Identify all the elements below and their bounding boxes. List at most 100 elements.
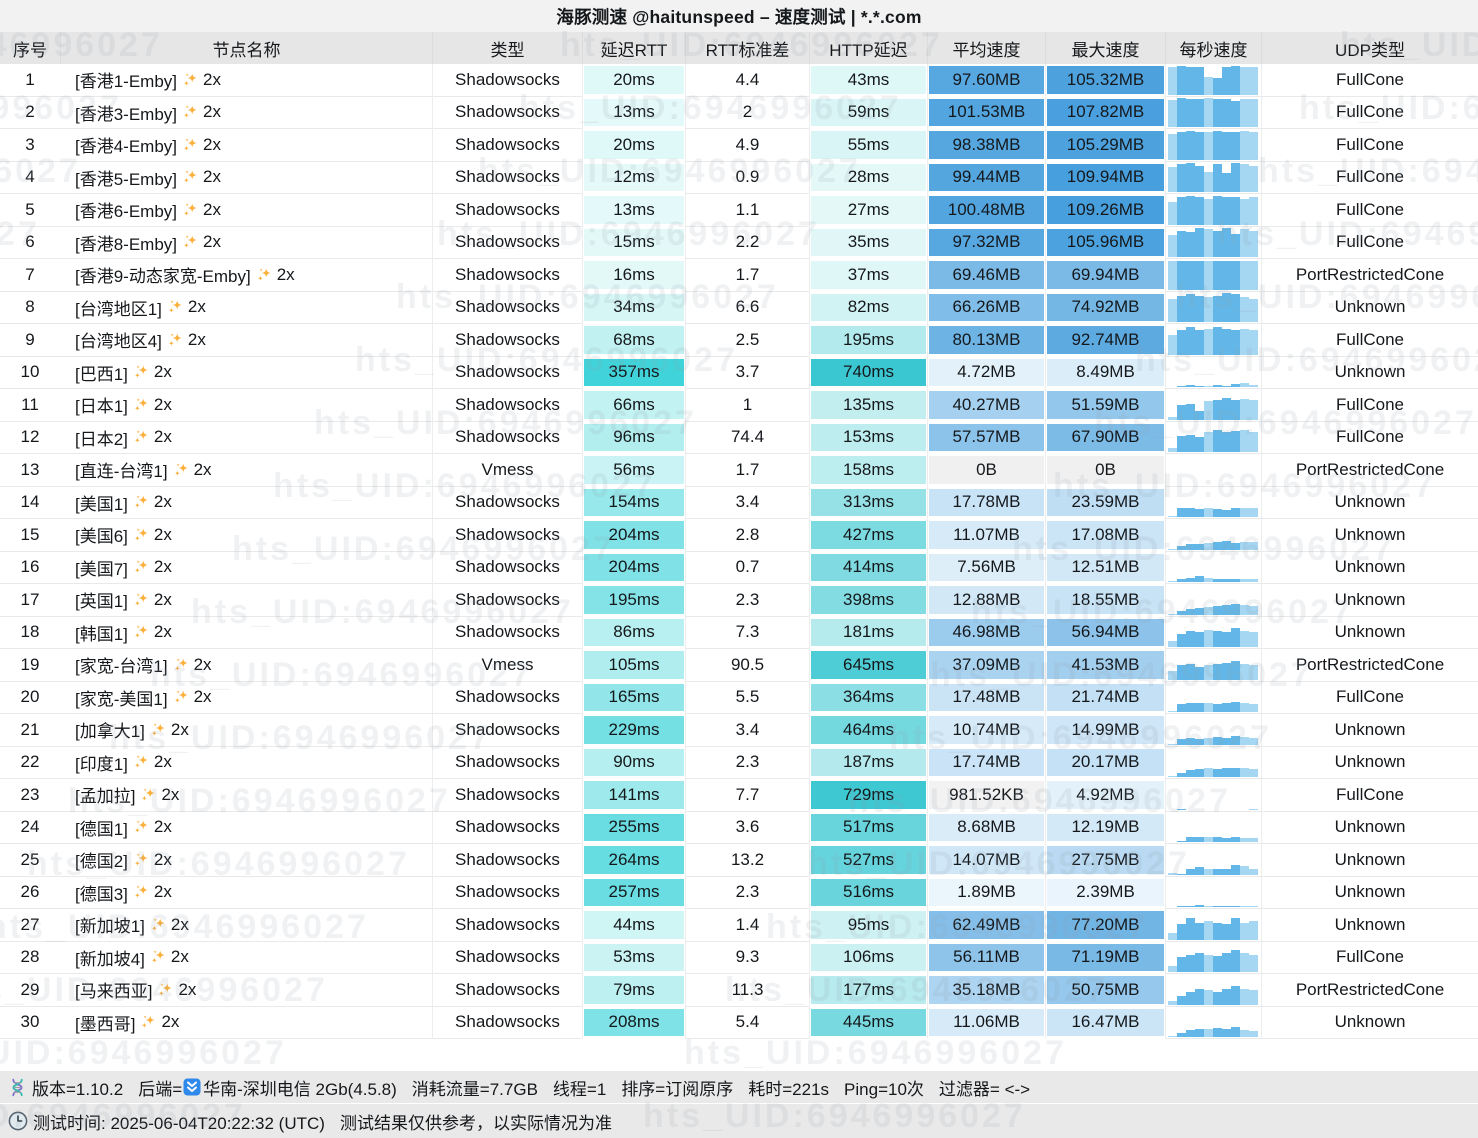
- udp-nat-type: FullCone: [1261, 161, 1478, 194]
- node-name: [孟加拉] 2x: [60, 779, 432, 812]
- rtt-stddev: 1.1: [685, 194, 809, 227]
- max-speed: 12.51MB: [1045, 551, 1165, 584]
- table-row: 19 [家宽-台湾1] 2x Vmess 105ms 90.5 645ms 37.09MB 41…: [0, 649, 1478, 682]
- udp-nat-type: FullCone: [1261, 96, 1478, 129]
- row-index: 14: [0, 487, 60, 519]
- avg-speed: 17.78MB: [927, 486, 1045, 519]
- node-name: [德国2] 2x: [60, 844, 432, 877]
- avg-speed: 4.72MB: [927, 356, 1045, 389]
- row-index: 29: [0, 974, 60, 1007]
- sparkles-icon: [133, 754, 149, 770]
- rtt-stddev: 5.4: [685, 1006, 809, 1039]
- rtt-latency: 154ms: [582, 486, 685, 519]
- table-row: 13 [直连-台湾1] 2x Vmess 56ms 1.7 158ms 0B 0B PortRes…: [0, 454, 1478, 487]
- node-name: [英国1] 2x: [60, 584, 432, 617]
- sparkles-icon: [157, 982, 173, 998]
- speed-sparkline-chart: [1165, 779, 1261, 812]
- table-row: 14 [美国1] 2x Shadowsocks 154ms 3.4 313ms 17.78MB…: [0, 486, 1478, 519]
- footer-version: 版本=1.10.2: [32, 1079, 124, 1099]
- speed-sparkline-chart: [1165, 941, 1261, 974]
- rtt-stddev: 2.3: [685, 876, 809, 909]
- avg-speed: 56.11MB: [927, 941, 1045, 974]
- avg-speed: 11.06MB: [927, 1006, 1045, 1039]
- speed-sparkline-chart: [1165, 259, 1261, 292]
- sparkles-icon: [133, 852, 149, 868]
- max-speed: 109.94MB: [1045, 161, 1165, 194]
- avg-speed: 97.60MB: [927, 64, 1045, 97]
- max-speed: 14.99MB: [1045, 714, 1165, 747]
- rtt-stddev: 74.4: [685, 421, 809, 454]
- avg-speed: 46.98MB: [927, 616, 1045, 649]
- max-speed: 23.59MB: [1045, 486, 1165, 519]
- protocol-type: Shadowsocks: [432, 1006, 582, 1039]
- max-speed: 71.19MB: [1045, 941, 1165, 974]
- row-index: 24: [0, 812, 60, 844]
- dna-icon: [8, 1078, 27, 1097]
- speed-sparkline-chart: [1165, 454, 1261, 487]
- avg-speed: 7.56MB: [927, 551, 1045, 584]
- node-name: [新加坡4] 2x: [60, 942, 432, 974]
- rtt-latency: 165ms: [582, 681, 685, 714]
- rtt-stddev: 1: [685, 389, 809, 422]
- row-index: 13: [0, 454, 60, 487]
- udp-nat-type: FullCone: [1261, 681, 1478, 714]
- avg-speed: 98.38MB: [927, 129, 1045, 162]
- max-speed: 21.74MB: [1045, 681, 1165, 714]
- http-latency: 398ms: [809, 584, 927, 617]
- rtt-latency: 13ms: [582, 194, 685, 227]
- column-header-rtt-std: RTT标准差: [685, 32, 809, 64]
- speed-sparkline-chart: [1165, 129, 1261, 162]
- footer-disclaimer: 测试结果仅供参考，以实际情况为准: [339, 1113, 612, 1133]
- max-speed: 12.19MB: [1045, 811, 1165, 844]
- protocol-type: Shadowsocks: [432, 519, 582, 552]
- table-row: 2 [香港3-Emby] 2x Shadowsocks 13ms 2 59ms 101.53M…: [0, 96, 1478, 129]
- udp-nat-type: PortRestrictedCone: [1261, 649, 1478, 682]
- sparkles-icon: [173, 689, 189, 705]
- rtt-stddev: 0.7: [685, 551, 809, 584]
- sparkles-icon: [173, 462, 189, 478]
- rtt-latency: 66ms: [582, 389, 685, 422]
- protocol-type: Shadowsocks: [432, 161, 582, 194]
- row-index: 20: [0, 682, 60, 714]
- row-index: 3: [0, 129, 60, 162]
- http-latency: 35ms: [809, 226, 927, 259]
- footer-backend-label: 后端=: [138, 1079, 183, 1099]
- sparkles-icon: [256, 267, 272, 283]
- node-name: [美国7] 2x: [60, 552, 432, 584]
- sparkles-icon: [133, 559, 149, 575]
- http-latency: 158ms: [809, 454, 927, 487]
- row-index: 8: [0, 292, 60, 324]
- speed-sparkline-chart: [1165, 844, 1261, 877]
- rtt-stddev: 0.9: [685, 161, 809, 194]
- speed-sparkline-chart: [1165, 96, 1261, 129]
- http-latency: 527ms: [809, 844, 927, 877]
- protocol-type: Shadowsocks: [432, 421, 582, 454]
- speed-sparkline-chart: [1165, 324, 1261, 357]
- node-name: [家宽-台湾1] 2x: [60, 649, 432, 682]
- avg-speed: 80.13MB: [927, 324, 1045, 357]
- protocol-type: Shadowsocks: [432, 779, 582, 812]
- rtt-stddev: 1.4: [685, 909, 809, 942]
- avg-speed: 0B: [927, 454, 1045, 487]
- sparkles-icon: [133, 592, 149, 608]
- avg-speed: 35.18MB: [927, 974, 1045, 1007]
- max-speed: 51.59MB: [1045, 389, 1165, 422]
- max-speed: 50.75MB: [1045, 974, 1165, 1007]
- udp-nat-type: Unknown: [1261, 909, 1478, 942]
- column-header-max: 最大速度: [1045, 32, 1165, 64]
- sparkles-icon: [133, 429, 149, 445]
- rtt-latency: 86ms: [582, 616, 685, 649]
- row-index: 17: [0, 584, 60, 617]
- max-speed: 77.20MB: [1045, 909, 1165, 942]
- rtt-latency: 12ms: [582, 161, 685, 194]
- table-row: 16 [美国7] 2x Shadowsocks 204ms 0.7 414ms 7.56MB 1…: [0, 551, 1478, 584]
- http-latency: 43ms: [809, 64, 927, 97]
- avg-speed: 17.74MB: [927, 746, 1045, 779]
- row-index: 26: [0, 877, 60, 909]
- node-name: [日本2] 2x: [60, 422, 432, 454]
- node-name: [韩国1] 2x: [60, 617, 432, 649]
- http-latency: 95ms: [809, 909, 927, 942]
- protocol-type: Shadowsocks: [432, 876, 582, 909]
- speed-sparkline-chart: [1165, 876, 1261, 909]
